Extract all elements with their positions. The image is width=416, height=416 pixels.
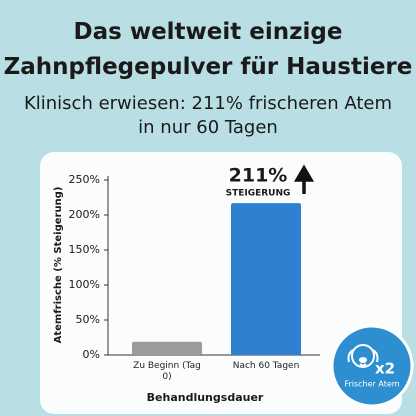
bar bbox=[132, 341, 202, 355]
subtitle: Klinisch erwiesen: 211% frischeren Atem i… bbox=[24, 93, 392, 138]
card bbox=[40, 152, 402, 414]
y-tick-label: 250% bbox=[69, 173, 100, 186]
bar bbox=[231, 203, 301, 355]
chart-title: Das weltweit einzige Zahnpflegepulver für… bbox=[4, 19, 413, 80]
annotation-value: 211% bbox=[229, 165, 288, 187]
x-tick-label: Nach 60 Tagen bbox=[232, 361, 300, 371]
y-tick-label: 200% bbox=[69, 208, 100, 221]
up-arrow bbox=[293, 164, 315, 194]
y-tick-label: 50% bbox=[76, 313, 100, 326]
annotation-sub: STEIGERUNG bbox=[226, 189, 291, 199]
x-axis-label: Behandlungsdauer bbox=[147, 391, 264, 404]
y-tick-label: 150% bbox=[69, 243, 100, 256]
x-tick-label: Zu Beginn (Tag 0) bbox=[133, 361, 201, 382]
badge-circle bbox=[330, 324, 414, 408]
y-tick-label: 0% bbox=[83, 348, 100, 361]
badge-label: Frischer Atem bbox=[344, 380, 399, 389]
dog-icon bbox=[347, 344, 379, 368]
badge: x2 Frischer Atem bbox=[330, 324, 414, 408]
badge-multiplier: x2 bbox=[375, 360, 395, 378]
annotation: 211% STEIGERUNG bbox=[226, 164, 315, 199]
y-tick-label: 100% bbox=[69, 278, 100, 291]
y-axis-label: Atemfrische (% Steigerung) bbox=[53, 187, 64, 344]
